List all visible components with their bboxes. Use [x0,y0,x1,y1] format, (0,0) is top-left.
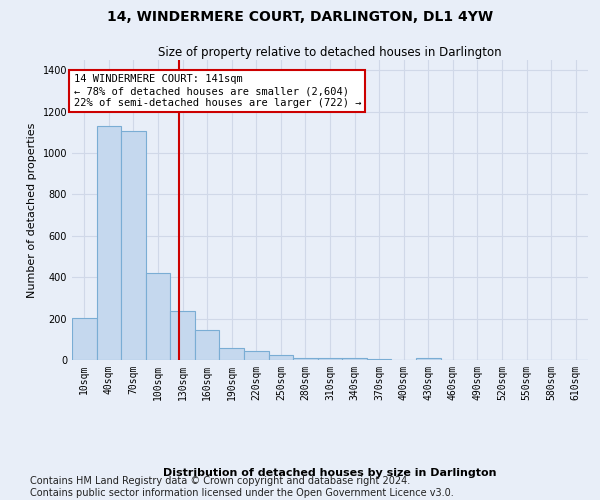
Bar [342,358,367,360]
Text: 14 WINDERMERE COURT: 141sqm
← 78% of detached houses are smaller (2,604)
22% of : 14 WINDERMERE COURT: 141sqm ← 78% of det… [74,74,361,108]
Bar [121,132,146,360]
Text: 14, WINDERMERE COURT, DARLINGTON, DL1 4YW: 14, WINDERMERE COURT, DARLINGTON, DL1 4Y… [107,10,493,24]
Bar [72,318,97,360]
Bar [416,358,440,360]
Bar [170,312,195,360]
Bar [244,352,269,360]
Bar [293,358,318,360]
Y-axis label: Number of detached properties: Number of detached properties [27,122,37,298]
Bar [220,348,244,360]
Bar [146,273,170,360]
Title: Size of property relative to detached houses in Darlington: Size of property relative to detached ho… [158,46,502,59]
Bar [97,126,121,360]
Bar [269,355,293,360]
Bar [318,358,342,360]
Text: Contains HM Land Registry data © Crown copyright and database right 2024.
Contai: Contains HM Land Registry data © Crown c… [30,476,454,498]
Text: Distribution of detached houses by size in Darlington: Distribution of detached houses by size … [163,468,497,477]
Bar [195,330,220,360]
Bar [367,359,391,360]
